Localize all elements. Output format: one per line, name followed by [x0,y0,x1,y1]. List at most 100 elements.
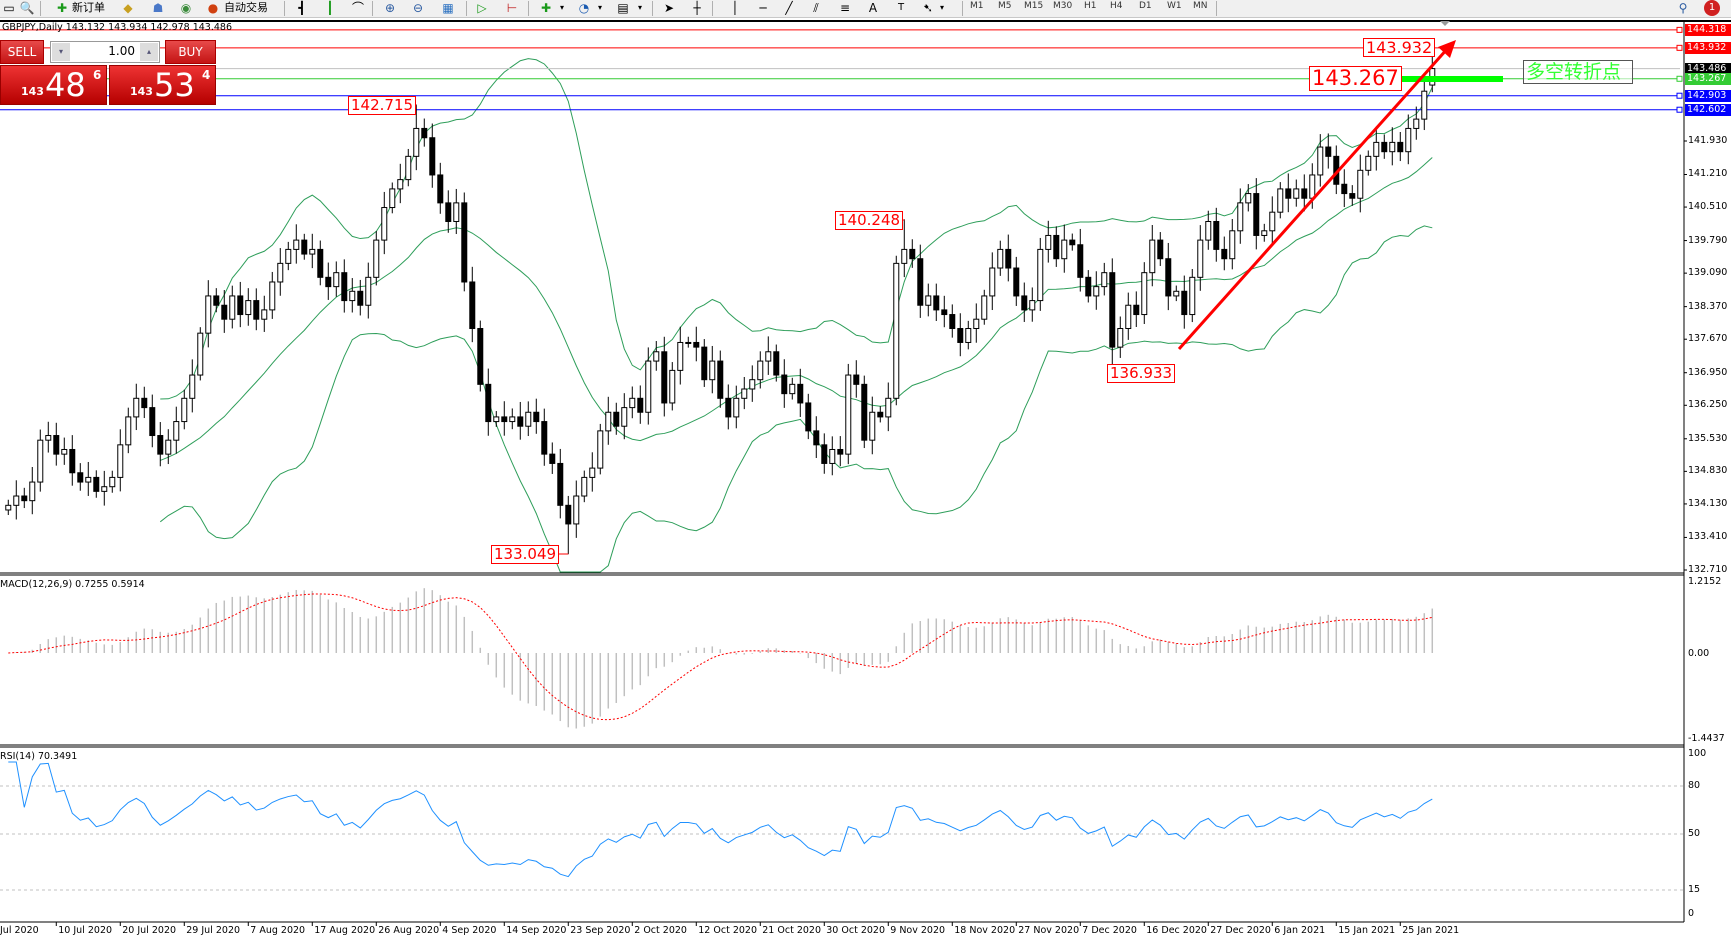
timeframe-m15[interactable]: M15 [1024,1,1044,11]
trendline-icon[interactable]: ╱ [785,1,793,15]
chart-shift-icon[interactable]: ⊢ [506,1,518,15]
bid-price[interactable]: 143 48 6 [0,65,107,105]
channel-icon[interactable]: ⫽ [813,1,819,15]
candle [973,303,980,343]
navigator-icon[interactable]: ☗ [152,1,164,15]
candle [1229,218,1236,270]
auto-trading-icon[interactable]: ● [207,1,219,15]
candle [653,341,660,371]
macd-axis-label: 0.00 [1688,648,1710,659]
horizontal-line-icon[interactable]: ─ [759,1,767,15]
ask-price[interactable]: 143 53 4 [109,65,216,105]
timeframe-mn[interactable]: MN [1193,1,1208,11]
line-chart-icon[interactable]: ⌒ [351,1,364,15]
arrows-dropdown-icon[interactable]: ▾ [939,3,944,12]
lot-size-input[interactable]: 1.00 [108,44,135,58]
zoom-window-icon[interactable]: 🔍 [19,1,35,15]
search-icon[interactable]: ⚲ [1678,1,1688,15]
indicators-icon[interactable]: ✚ [540,1,552,15]
fibonacci-icon[interactable]: ≡ [839,1,851,15]
candle-body [445,202,452,222]
bb-lower [159,225,1433,573]
timeframe-m30[interactable]: M30 [1053,1,1073,11]
templates-icon[interactable]: ▤ [617,1,629,15]
candle-body [901,248,908,264]
candle [893,255,900,406]
text-label-icon[interactable]: T [897,2,905,13]
timeframe-d1[interactable]: D1 [1139,1,1152,11]
candle-body [165,439,172,455]
candle [517,401,524,440]
timeframe-m1[interactable]: M1 [970,1,984,11]
bar-chart-icon[interactable]: ┫ [298,1,306,15]
candle [77,463,84,491]
indicators-dropdown-icon[interactable]: ▾ [559,3,564,12]
annotation-low-sep[interactable]: 133.049 [491,545,560,564]
candle [877,406,884,423]
autoscroll-icon[interactable]: ▷ [477,1,487,15]
new-order-icon[interactable]: ✚ [56,1,68,15]
candle [1141,262,1148,325]
candle-body [805,402,812,432]
candle-body [1061,239,1068,260]
candle [397,163,404,204]
timeframe-m5[interactable]: M5 [998,1,1012,11]
timeframe-h1[interactable]: H1 [1084,1,1097,11]
annotation-high-nov[interactable]: 140.248 [835,211,904,230]
new-order-button[interactable]: 新订单 [72,1,105,14]
lot-increase-icon[interactable]: ▴ [140,43,158,61]
date-label: 2 Oct 2020 [634,925,687,936]
candlestick-icon[interactable]: ┃ [326,1,334,15]
candle-body [109,476,116,488]
candle-body [325,276,332,288]
candle [453,188,460,235]
vertical-line-icon[interactable]: │ [731,1,739,15]
lot-decrease-icon[interactable]: ▾ [52,43,70,61]
lot-size-stepper[interactable]: ▾ 1.00 ▴ [50,41,160,63]
timeframe-h4[interactable]: H4 [1110,1,1123,11]
signals-icon[interactable]: ◉ [180,1,192,15]
arrows-icon[interactable]: ➷ [922,1,934,15]
market-watch-icon[interactable]: ◆ [123,1,133,15]
annotation-high-aug[interactable]: 142.715 [348,96,417,115]
pivot-note-label[interactable]: 多空转折点 [1523,60,1633,84]
price-axis-label: 141.210 [1688,168,1728,180]
crosshair-icon[interactable]: ┼ [693,1,701,15]
candle [1381,134,1388,159]
buy-button[interactable]: BUY [165,40,216,64]
candle [1237,188,1244,244]
candle-body [1197,239,1204,278]
annotation-high-jan[interactable]: 143.932 [1363,38,1436,57]
candle [1373,126,1380,171]
profiles-icon[interactable]: ▭ [3,1,15,15]
candle-body [365,276,372,306]
zoom-out-icon[interactable]: ⊖ [412,1,424,15]
timeframe-w1[interactable]: W1 [1167,1,1182,11]
candle [93,470,100,498]
price-axis-label: 132.710 [1688,564,1728,575]
periods-dropdown-icon[interactable]: ▾ [597,3,602,12]
notification-badge[interactable]: 1 [1704,0,1720,16]
date-label: 27 Dec 2020 [1210,925,1271,936]
rsi-label: RSI(14) 70.3491 [0,751,78,762]
candle-body [741,388,748,399]
auto-trading-button[interactable]: 自动交易 [224,1,268,14]
candle [293,224,300,264]
templates-dropdown-icon[interactable]: ▾ [637,3,642,12]
candle [1213,207,1220,262]
tile-windows-icon[interactable]: ▦ [442,1,454,15]
chart-window[interactable] [0,20,1731,939]
candle-body [997,248,1004,269]
candle-body [989,267,996,297]
annotation-pivot-price[interactable]: 143.267 [1309,66,1402,91]
annotation-low-dec[interactable]: 136.933 [1107,364,1176,383]
cursor-icon[interactable]: ➤ [663,1,675,15]
candle [1245,184,1252,212]
text-icon[interactable]: A [868,1,878,15]
candle [341,259,348,313]
candle-body [1053,234,1060,260]
periods-icon[interactable]: ◔ [578,1,590,15]
sell-button[interactable]: SELL [0,40,44,64]
zoom-in-icon[interactable]: ⊕ [384,1,396,15]
